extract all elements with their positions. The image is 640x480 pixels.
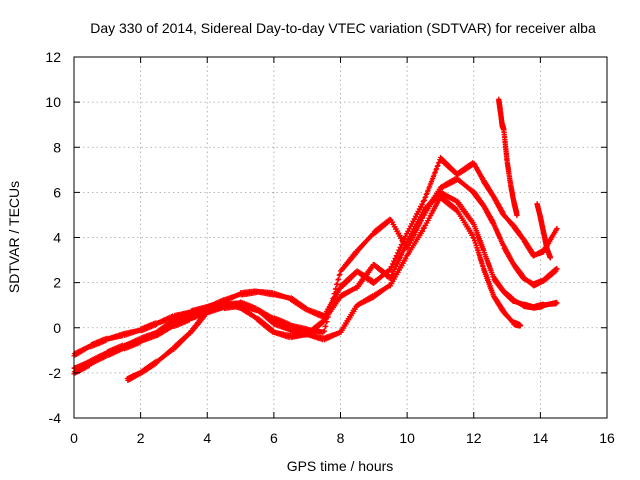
data-point [323,323,329,329]
y-tick-label: 8 [53,139,61,155]
data-point [547,255,553,261]
data-point [321,328,328,334]
x-axis-label: GPS time / hours [287,458,394,474]
x-tick-labels: 0 2 4 6 8 10 12 14 16 [70,430,615,446]
data-point [434,163,440,169]
data-point [422,195,428,201]
x-tick-label: 8 [337,430,345,446]
x-tick-label: 10 [399,430,415,446]
y-tick-label: -4 [49,410,62,426]
data-point [433,167,439,173]
data-point [419,202,426,208]
data-point [396,255,403,262]
x-tick-label: 0 [70,430,78,446]
data-point [335,276,342,282]
data-point [330,295,337,301]
y-tick-label: 12 [45,49,61,65]
data-point [394,261,400,267]
data-point [334,281,340,287]
x-tick-label: 2 [137,430,145,446]
series-track-5 [496,96,520,219]
data-point [333,286,339,292]
data-point [335,277,341,283]
data-point [517,322,523,329]
data-point [419,228,426,235]
x-tick-label: 16 [599,430,615,446]
y-tick-labels: -4 -2 0 2 4 6 8 10 12 [45,49,61,426]
data-point [435,160,442,166]
data-point [469,231,476,237]
data-point [435,162,441,169]
data-point [514,212,520,218]
grid-lines [74,57,607,418]
data-point [554,225,560,232]
y-tick-label: 6 [53,184,61,200]
data-point [421,197,428,203]
data-point [401,246,407,252]
x-tick-label: 14 [533,430,549,446]
y-tick-label: 10 [45,94,61,110]
data-point [332,290,338,297]
series-track-4 [124,193,523,384]
plot-frame [73,56,608,419]
data-point [203,311,209,318]
data-point [395,258,401,264]
data-series [71,96,560,384]
y-tick-label: -2 [49,365,62,381]
data-point [423,194,429,200]
series-track-6 [534,201,553,261]
chart-title: Day 330 of 2014, Sidereal Day-to-day VTE… [90,20,596,36]
data-point [421,198,427,204]
x-tick-label: 12 [466,430,482,446]
data-point [423,191,429,198]
data-point [402,243,408,249]
data-point [337,271,343,278]
data-point [388,274,394,281]
data-point [554,300,560,306]
y-tick-label: 2 [53,275,61,291]
y-tick-label: 4 [53,230,61,246]
x-tick-label: 6 [270,430,278,446]
data-point [554,266,560,272]
data-point [433,166,440,172]
x-tick-label: 4 [203,430,211,446]
y-tick-label: 0 [53,320,61,336]
y-axis-label: SDTVAR / TECUs [6,181,22,293]
data-point [336,272,342,278]
data-point [403,256,409,262]
